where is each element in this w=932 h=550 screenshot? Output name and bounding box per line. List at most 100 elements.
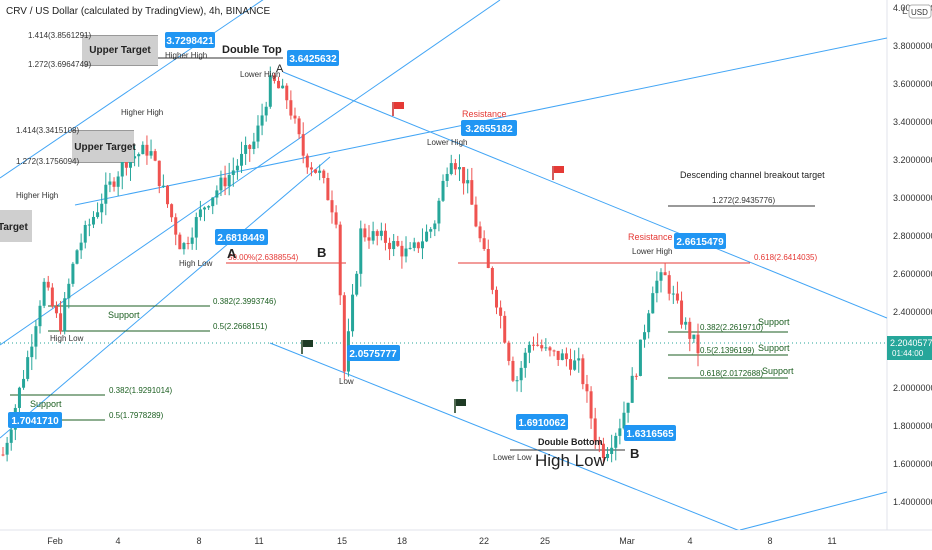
log-scale-button[interactable]: L	[902, 6, 908, 17]
candle	[326, 172, 330, 201]
candle	[523, 347, 527, 378]
candle	[684, 317, 688, 330]
price-tick-label: 1.8000000	[893, 421, 932, 431]
candle	[688, 317, 692, 352]
candle	[527, 341, 531, 364]
time-axis[interactable]: Feb 4 8 11 15 18 22 25 Mar 4 8 11	[47, 536, 836, 546]
time-tick-label: 15	[337, 536, 347, 546]
svg-text:2.6818449: 2.6818449	[217, 233, 265, 244]
price-label: 2.6818449	[215, 229, 268, 245]
time-tick-label: 25	[540, 536, 550, 546]
candle	[30, 334, 34, 371]
support-label: Support	[758, 343, 790, 353]
price-tick-label: 3.0000000	[893, 193, 932, 203]
candle	[367, 225, 371, 249]
candle	[5, 436, 9, 462]
candle	[375, 229, 379, 246]
candle	[34, 320, 38, 360]
candle	[597, 436, 601, 453]
candle	[577, 347, 581, 373]
price-axis[interactable]: 4.00000003.80000003.60000003.40000003.20…	[893, 3, 932, 507]
candle	[244, 136, 248, 165]
candle	[482, 230, 486, 251]
svg-text:1.7041710: 1.7041710	[11, 416, 59, 427]
candle	[83, 220, 87, 249]
candle	[486, 239, 490, 269]
candle	[309, 162, 313, 177]
candle	[593, 407, 597, 449]
candle	[560, 349, 564, 361]
text-annotations: Double Top Higher High Higher High Highe…	[16, 44, 825, 470]
current-price-tag: 2.2040577 01:44:00	[887, 336, 932, 360]
candle	[614, 432, 618, 461]
svg-text:USD: USD	[911, 8, 928, 17]
candle	[416, 241, 420, 253]
price-label: 2.0575777	[347, 345, 400, 361]
candle	[252, 132, 256, 155]
candle	[680, 291, 684, 329]
ascending-channel-lower-line	[0, 156, 331, 439]
target-label-left: Target	[0, 222, 28, 233]
candle	[601, 437, 605, 464]
candle	[655, 271, 659, 303]
lower-low-label: Lower Low	[493, 453, 532, 462]
candle	[248, 144, 252, 162]
ascending-channel-middle-line	[0, 0, 501, 346]
price-label: 3.6425632	[287, 50, 339, 66]
lower-high-label: Lower High	[240, 70, 280, 79]
candle	[371, 221, 375, 245]
candle	[198, 200, 202, 221]
candle	[392, 234, 396, 257]
candle	[277, 76, 281, 89]
candle	[112, 177, 116, 192]
candle	[544, 338, 548, 352]
lower-high-label: Lower High	[427, 138, 467, 147]
time-tick-label: 8	[196, 536, 201, 546]
black-flag-icon	[301, 340, 313, 354]
candle	[301, 122, 305, 164]
candle	[626, 402, 630, 423]
time-tick-label: 11	[827, 536, 836, 546]
candle	[355, 271, 359, 297]
upper-target-label-2: Upper Target	[74, 142, 136, 153]
time-tick-label: 11	[254, 536, 263, 546]
fib-label: 0.382(2.3993746)	[213, 297, 277, 306]
price-tick-label: 2.4000000	[893, 307, 932, 317]
candle	[618, 418, 622, 445]
candle	[100, 193, 104, 224]
candle	[478, 221, 482, 243]
candle	[59, 300, 63, 335]
time-tick-label: 22	[479, 536, 489, 546]
candle	[120, 156, 124, 190]
candle	[223, 165, 227, 196]
candle	[75, 249, 79, 265]
svg-text:2.0575777: 2.0575777	[349, 349, 397, 360]
time-tick-label: 4	[687, 536, 692, 546]
svg-text:2.6615479: 2.6615479	[676, 237, 724, 248]
candle	[96, 202, 100, 219]
higher-high-label: Higher High	[16, 191, 58, 200]
price-label: 3.2655182	[461, 120, 517, 136]
candle	[235, 159, 239, 180]
candle	[256, 115, 260, 149]
candle	[466, 168, 470, 194]
candle	[383, 223, 387, 251]
candle	[67, 278, 71, 309]
candle	[638, 339, 642, 377]
candle	[634, 373, 638, 380]
fib-label: 1.272(3.6964749)	[28, 60, 92, 69]
time-tick-label: 4	[115, 536, 120, 546]
candle	[457, 154, 461, 181]
candle	[215, 185, 219, 205]
candle	[359, 220, 363, 287]
fib-labels: 1.414(3.8561291) 1.272(3.6964749) 1.414(…	[16, 31, 818, 420]
high-low-label: High Low	[50, 334, 84, 343]
candle	[589, 386, 593, 429]
currency-button[interactable]: USD	[908, 4, 932, 19]
price-tick-label: 3.6000000	[893, 79, 932, 89]
candle	[651, 286, 655, 314]
point-b-label: B	[317, 245, 326, 260]
candle	[548, 345, 552, 357]
candle	[165, 185, 169, 208]
